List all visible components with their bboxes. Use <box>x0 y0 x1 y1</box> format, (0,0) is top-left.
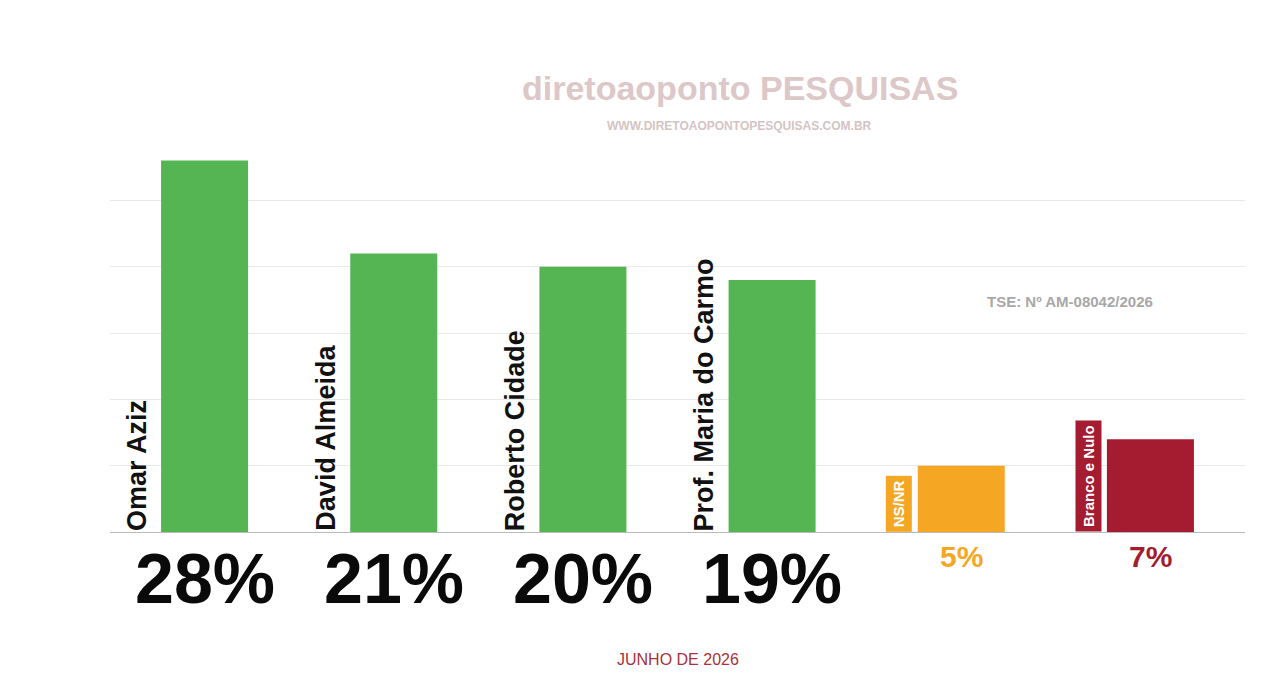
svg-text:NS/NR: NS/NR <box>890 480 907 527</box>
svg-text:5%: 5% <box>940 540 983 573</box>
svg-text:Omar Aziz: Omar Aziz <box>122 400 152 531</box>
svg-text:TSE: Nº AM-08042/2026: TSE: Nº AM-08042/2026 <box>987 293 1153 310</box>
svg-text:19%: 19% <box>702 540 842 618</box>
svg-text:David Almeida: David Almeida <box>311 345 341 531</box>
svg-text:21%: 21% <box>324 540 464 618</box>
svg-text:20%: 20% <box>513 540 653 618</box>
svg-text:WWW.DIRETOAOPONTOPESQUISAS.COM: WWW.DIRETOAOPONTOPESQUISAS.COM.BR <box>607 119 872 133</box>
svg-text:Roberto Cidade: Roberto Cidade <box>500 330 530 531</box>
svg-text:28%: 28% <box>135 540 275 618</box>
svg-text:JUNHO DE 2026: JUNHO DE 2026 <box>617 651 739 668</box>
svg-text:7%: 7% <box>1129 540 1172 573</box>
svg-text:Branco e Nulo: Branco e Nulo <box>1080 425 1097 527</box>
svg-text:Prof. Maria do Carmo: Prof. Maria do Carmo <box>689 258 719 531</box>
svg-text:diretoaoponto PESQUISAS: diretoaoponto PESQUISAS <box>522 69 958 107</box>
